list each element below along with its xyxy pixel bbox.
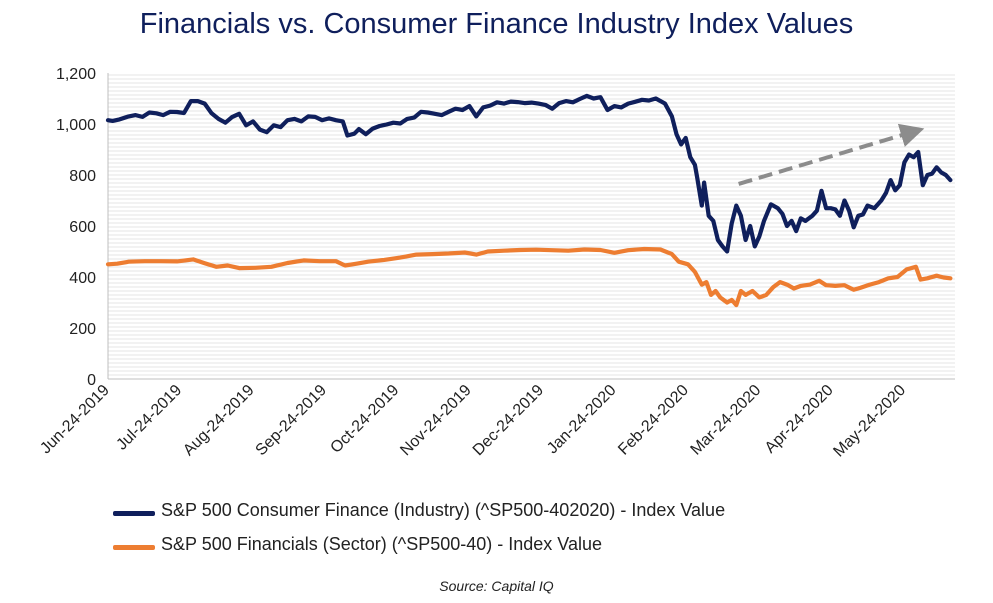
x-tick-label: Aug-24-2019 xyxy=(180,382,258,460)
x-axis: Jun-24-2019 Jul-24-2019Aug-24-2019Sep-24-… xyxy=(37,382,909,461)
trend-arrow xyxy=(738,123,925,186)
plot-area xyxy=(107,73,955,380)
y-tick-label: 400 xyxy=(69,270,96,287)
x-tick-label: Nov-24-2019 xyxy=(397,382,475,460)
legend-label-consumer-finance: S&P 500 Consumer Finance (Industry) (^SP… xyxy=(161,500,726,520)
y-tick-label: 800 xyxy=(69,168,96,185)
y-axis: 0 200 400 600 800 1,000 1,200 xyxy=(56,66,96,389)
x-tick-label: Oct-24-2019 xyxy=(327,382,402,457)
series-line-financials xyxy=(105,246,953,308)
x-tick-label: Mar-24-2020 xyxy=(688,382,765,459)
annotation-layer xyxy=(738,123,925,186)
y-tick-label: 1,200 xyxy=(56,66,96,83)
x-tick-label: May-24-2020 xyxy=(830,382,909,461)
series-layer xyxy=(105,93,953,308)
x-tick-label: Feb-24-2020 xyxy=(615,382,692,459)
y-tick-label: 1,000 xyxy=(56,117,96,134)
legend-swatch-financials xyxy=(113,545,155,550)
x-tick-label: Jun-24-2019 xyxy=(37,382,113,458)
y-tick-label: 200 xyxy=(69,321,96,338)
x-tick-label: Dec-24-2019 xyxy=(470,382,548,460)
source-note: Source: Capital IQ xyxy=(439,578,554,594)
y-tick-label: 0 xyxy=(87,372,96,389)
chart-title: Financials vs. Consumer Finance Industry… xyxy=(139,8,854,40)
x-tick-label: Sep-24-2019 xyxy=(253,382,331,460)
legend-label-financials: S&P 500 Financials (Sector) (^SP500-40) … xyxy=(161,534,602,554)
legend-swatch-consumer-finance xyxy=(113,511,155,516)
series-line-consumer-finance xyxy=(105,93,953,254)
x-tick-label: Jan-24-2020 xyxy=(544,382,620,458)
x-tick-label: Jul-24-2019 xyxy=(113,382,185,454)
x-tick-label: Apr-24-2020 xyxy=(762,382,837,457)
y-tick-label: 600 xyxy=(69,219,96,236)
